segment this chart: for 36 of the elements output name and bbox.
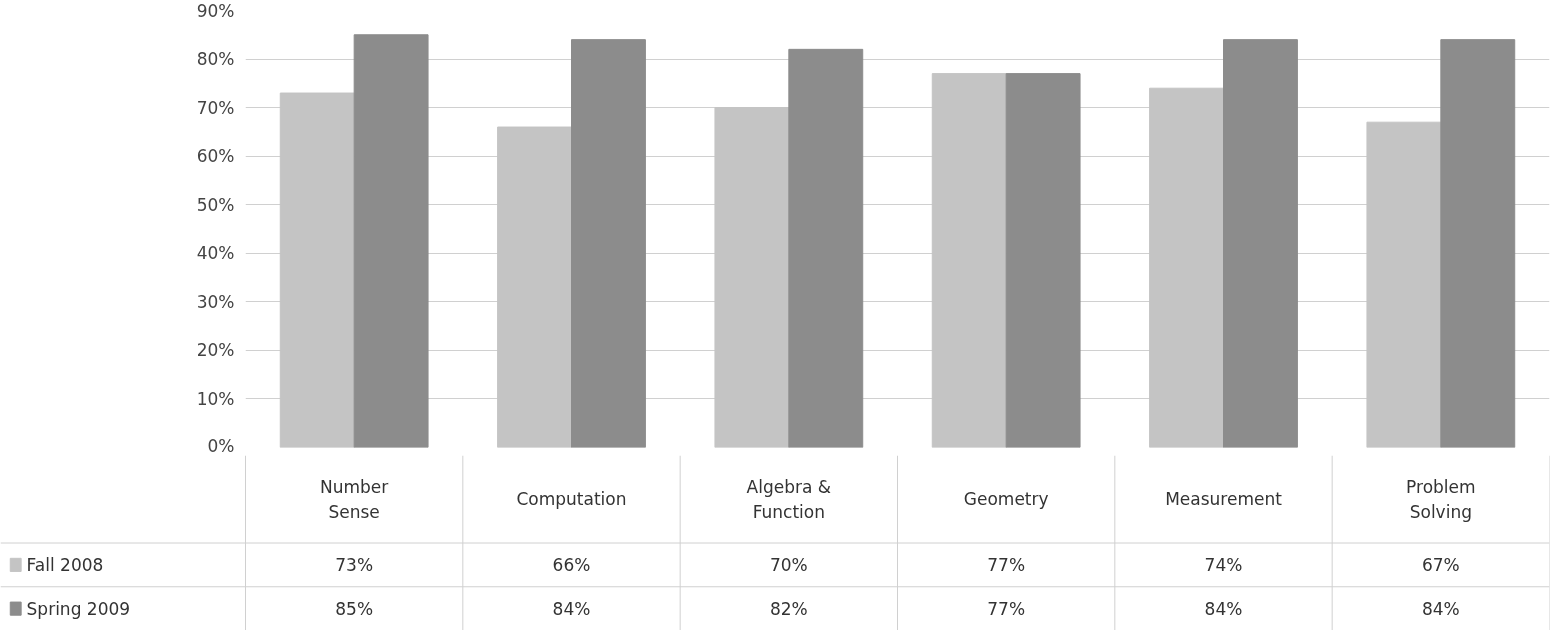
y-tick-label: 10% xyxy=(196,388,235,409)
data-label: 82% xyxy=(769,598,808,619)
x-tick-label: Problem Solving xyxy=(1406,476,1476,522)
data-label: 67% xyxy=(1421,554,1460,575)
data-label: 84% xyxy=(1421,598,1460,619)
data-label: 73% xyxy=(335,554,374,575)
y-tick-label: 20% xyxy=(196,340,235,361)
y-tick-label: 60% xyxy=(196,146,235,167)
legend-label: Fall 2008 xyxy=(26,554,104,575)
bar xyxy=(1005,73,1081,448)
y-tick-label: 0% xyxy=(207,435,235,456)
data-label: 77% xyxy=(987,598,1026,619)
y-tick-label: 80% xyxy=(196,49,235,70)
bar xyxy=(1440,39,1516,448)
data-label: 74% xyxy=(1204,554,1243,575)
y-tick-label: 30% xyxy=(196,291,235,312)
data-label: 84% xyxy=(552,598,591,619)
data-label: 66% xyxy=(552,554,591,575)
legend-label: Spring 2009 xyxy=(26,598,131,619)
y-tick-label: 40% xyxy=(196,243,235,264)
x-tick-label: Algebra & Function xyxy=(746,476,832,522)
x-tick-label: Measurement xyxy=(1165,489,1283,510)
bar xyxy=(1223,39,1298,448)
data-label: 70% xyxy=(769,554,808,575)
x-tick-label: Number Sense xyxy=(320,476,389,522)
x-tick-label: Geometry xyxy=(963,489,1049,510)
bar xyxy=(353,34,429,448)
data-label: 77% xyxy=(987,554,1026,575)
y-tick-label: 70% xyxy=(196,97,235,118)
data-label: 85% xyxy=(335,598,374,619)
bar xyxy=(571,39,646,448)
y-tick-label: 90% xyxy=(196,0,235,21)
x-tick-label: Computation xyxy=(516,489,627,510)
data-label: 84% xyxy=(1204,598,1243,619)
y-tick-label: 50% xyxy=(196,194,235,215)
bar xyxy=(788,48,864,448)
